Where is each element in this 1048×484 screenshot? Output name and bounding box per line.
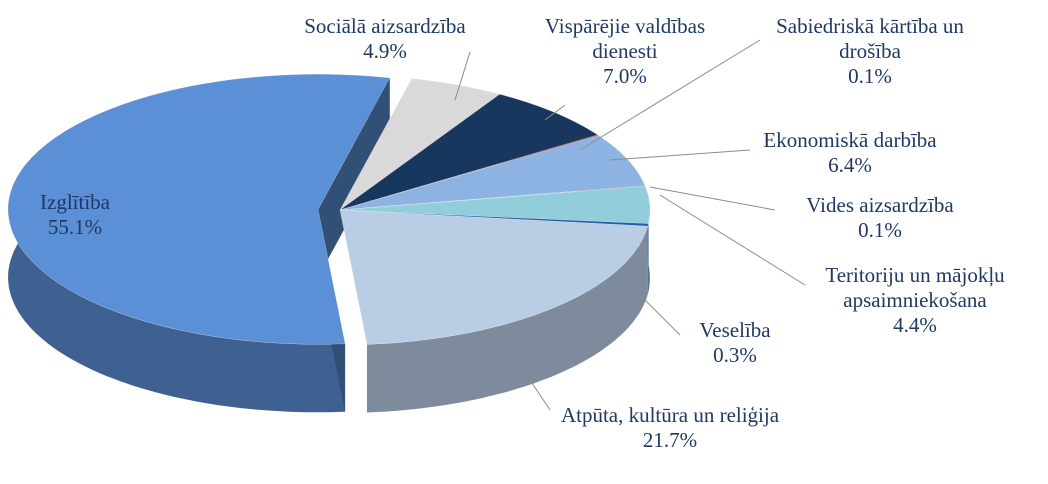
slice-side — [367, 226, 648, 413]
slice — [339, 94, 599, 211]
slice — [339, 209, 649, 227]
data-label: Sociālā aizsardzība 4.9% — [265, 14, 505, 64]
leader-line — [649, 186, 776, 211]
slice-name: Ekonomiskā darbība — [763, 128, 937, 152]
slice-name: Vides aizsardzība — [806, 193, 954, 217]
leader-line — [609, 149, 751, 161]
slice-value: 4.9% — [363, 39, 407, 63]
slice-value: 7.0% — [603, 64, 647, 88]
slice-name: Teritoriju un mājokļu apsaimniekošana — [825, 263, 1005, 312]
slice-side — [647, 223, 649, 295]
leader-line — [529, 379, 551, 411]
data-label: Atpūta, kultūra un reliģija 21.7% — [560, 403, 780, 453]
data-label: Teritoriju un mājokļu apsaimniekošana 4.4… — [795, 263, 1035, 338]
slice — [339, 209, 649, 345]
slice-value: 4.4% — [893, 313, 937, 337]
slice-value: 0.1% — [848, 64, 892, 88]
data-label: Izglītība 55.1% — [0, 190, 175, 240]
slice-cut — [318, 77, 390, 278]
slice-value: 0.3% — [713, 343, 757, 367]
data-label: Vides aizsardzība 0.1% — [760, 193, 1000, 243]
data-label: Sabiedriskā kārtība un drošība 0.1% — [750, 14, 990, 89]
leader-line — [544, 104, 566, 121]
slice-name: Izglītība — [40, 190, 110, 214]
slice — [339, 78, 501, 211]
slice-value: 21.7% — [642, 428, 698, 452]
slice-name: Veselība — [699, 318, 771, 342]
slice — [339, 186, 651, 224]
slice-name: Atpūta, kultūra un reliģija — [560, 403, 780, 427]
slice-name: Sabiedriskā kārtība un drošība — [776, 14, 964, 63]
slice-value: 0.1% — [858, 218, 902, 242]
slice-name: Sociālā aizsardzība — [304, 14, 466, 38]
slice-name: Vispārējie valdības dienesti — [544, 14, 706, 63]
leader-line — [659, 194, 806, 286]
leader-line — [644, 299, 681, 336]
data-label: Veselība 0.3% — [675, 318, 795, 368]
slice-value: 55.1% — [47, 215, 103, 239]
slice — [7, 74, 391, 345]
slice-value: 6.4% — [828, 153, 872, 177]
slice — [339, 134, 600, 211]
leader-line — [579, 39, 761, 151]
data-label: Vispārējie valdības dienesti 7.0% — [515, 14, 735, 89]
slice — [339, 135, 646, 211]
leader-line — [454, 51, 471, 101]
data-label: Ekonomiskā darbība 6.4% — [730, 128, 970, 178]
